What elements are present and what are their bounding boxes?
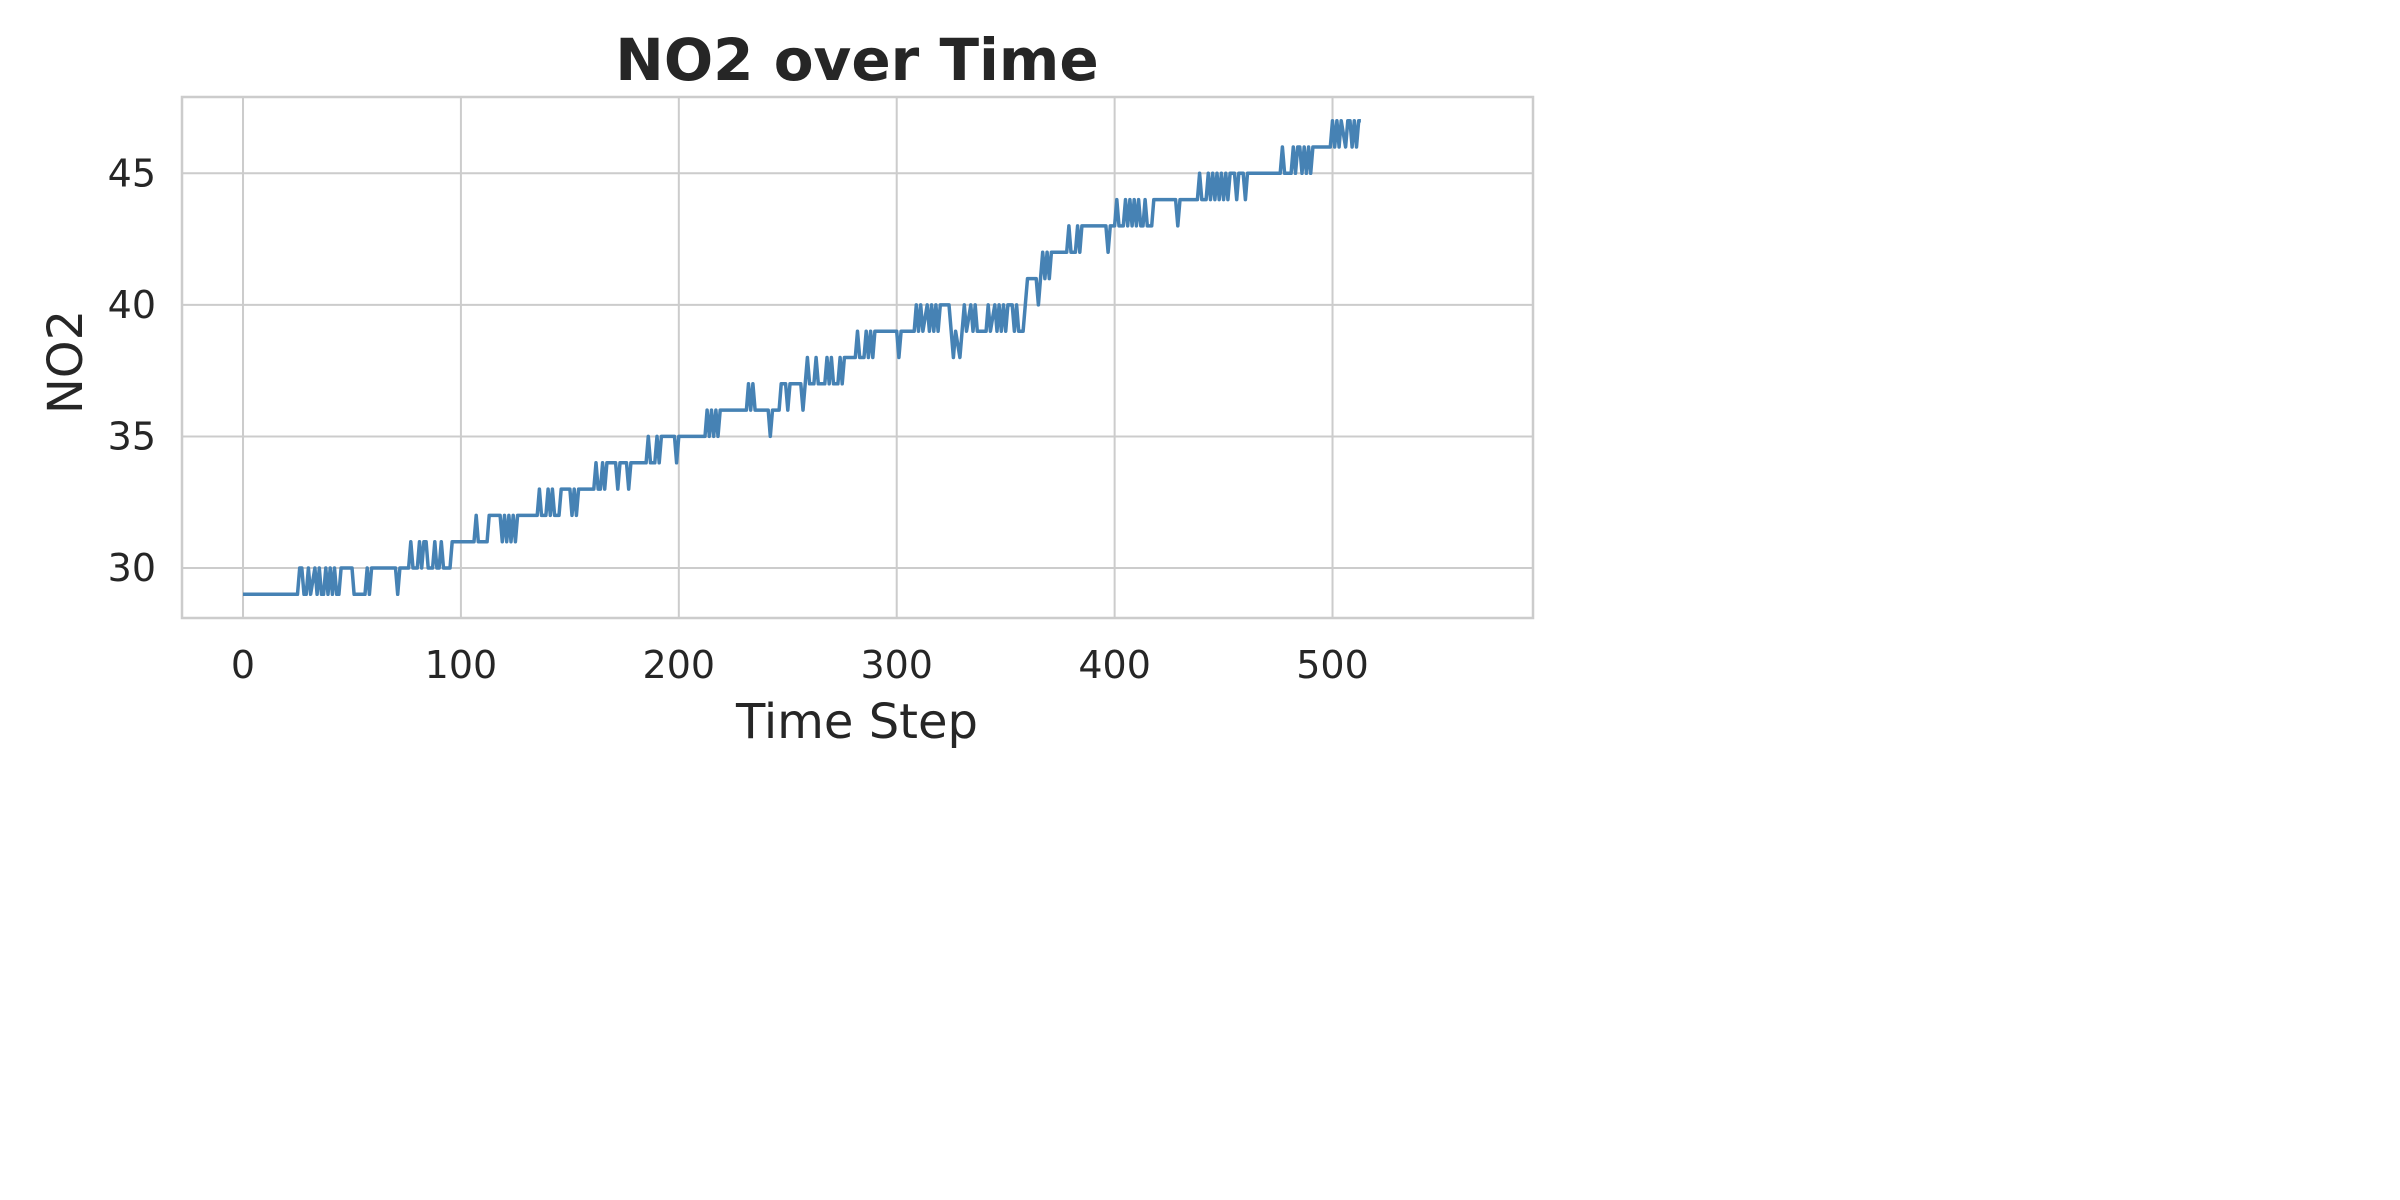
y-tick-label: 45 xyxy=(108,151,156,195)
x-tick-labels: 0 100 200 300 400 500 xyxy=(231,643,1369,687)
y-tick-labels: 30 35 40 45 xyxy=(108,151,156,590)
y-tick-label: 30 xyxy=(108,546,156,590)
x-tick-label: 400 xyxy=(1078,643,1151,687)
y-tick-label: 35 xyxy=(108,414,156,458)
x-tick-label: 100 xyxy=(425,643,498,687)
y-axis-label: NO2 xyxy=(38,310,94,414)
plot-frame xyxy=(180,95,1535,620)
x-tick-label: 300 xyxy=(860,643,933,687)
line-chart: NO2 over Time 0 100 200 300 400 500 30354045 … xyxy=(38,26,1535,750)
x-axis-label: Time Step xyxy=(735,694,978,750)
x-tick-label: 0 xyxy=(231,643,255,687)
y-tick-label: 40 xyxy=(108,283,156,327)
x-gridlines xyxy=(242,97,1334,618)
x-tick-label: 200 xyxy=(643,643,716,687)
y-gridlines xyxy=(182,172,1533,570)
chart-title: NO2 over Time xyxy=(615,26,1098,94)
no2-series-line xyxy=(243,118,1361,597)
x-tick-label: 500 xyxy=(1296,643,1369,687)
